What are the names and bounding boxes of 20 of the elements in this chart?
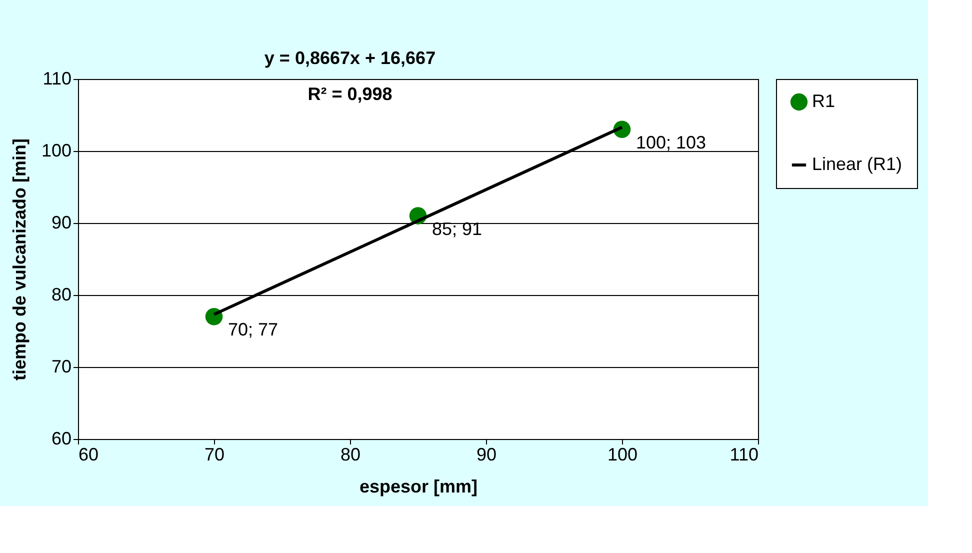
x-tick-label: 70: [204, 444, 225, 464]
data-label: 100; 103: [636, 132, 706, 152]
data-label: 70; 77: [228, 320, 278, 340]
y-tick-label: 100: [41, 140, 72, 160]
text: y = 0,8667x + 16,667: [264, 48, 436, 68]
x-tick-label: 80: [340, 444, 361, 464]
y-tick-label: 90: [51, 212, 72, 232]
legend-label: Linear (R1): [812, 154, 902, 174]
legend-label: R1: [812, 91, 836, 111]
x-tick-label: 90: [476, 444, 497, 464]
y-axis-title: tiempo de vulcanizado [min]: [9, 138, 30, 381]
x-tick-label: 110: [730, 444, 758, 464]
x-axis-title: espesor [mm]: [359, 476, 478, 496]
y-tick-label: 60: [51, 428, 72, 448]
y-tick-label: 110: [42, 68, 72, 88]
annotation: R² = 0,998: [308, 84, 392, 104]
x-tick-label: 100: [607, 444, 638, 464]
y-tick-label: 80: [51, 284, 72, 304]
x-tick-label: 60: [78, 444, 99, 464]
y-tick-label: 70: [51, 356, 72, 376]
